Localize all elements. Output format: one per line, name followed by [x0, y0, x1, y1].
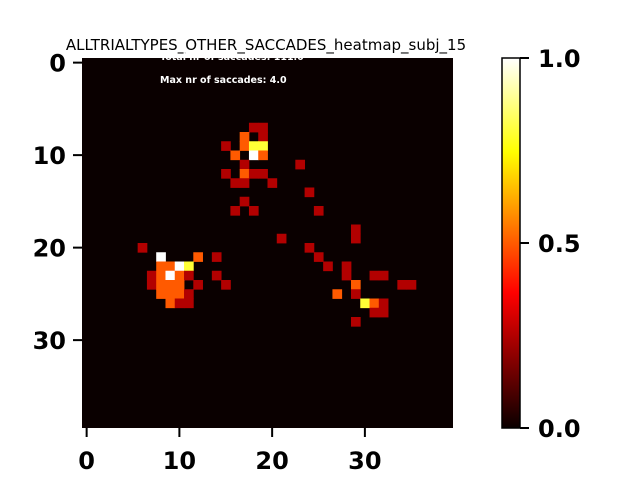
heatmap-cell	[406, 280, 417, 290]
heatmap-cell	[313, 252, 324, 262]
heatmap-cell	[174, 289, 185, 299]
heatmap-cell	[267, 178, 278, 188]
heatmap-cell	[239, 141, 250, 151]
heatmap-cell	[258, 150, 268, 161]
colorbar-tick-label: 0.5	[538, 230, 581, 258]
heatmap-cell	[341, 270, 352, 281]
heatmap-cell	[332, 289, 343, 299]
heatmap-cell	[174, 298, 185, 309]
heatmap-cell	[221, 169, 231, 179]
heatmap-cell	[230, 150, 241, 161]
heatmap-cell	[350, 289, 361, 299]
heatmap-cell	[248, 141, 259, 151]
colorbar-tick-label: 0.0	[538, 415, 581, 443]
x-axis: 0 10 20 30	[78, 428, 382, 475]
heatmap-cell	[369, 270, 380, 281]
annotation-max-saccades: Max nr of saccades: 4.0	[160, 75, 287, 86]
heatmap-cell	[239, 132, 250, 142]
heatmap-cell	[221, 280, 231, 290]
heatmap-cell	[156, 289, 166, 299]
heatmap-cell	[350, 280, 361, 290]
heatmap-cell	[165, 270, 176, 281]
heatmap-cell	[239, 178, 250, 188]
annotation-total-saccades: Total nr of saccades: 111.0	[160, 52, 304, 63]
heatmap-cell	[248, 122, 259, 133]
heatmap-cell	[146, 280, 157, 290]
y-tick-label: 20	[33, 235, 66, 263]
colorbar-tick-label: 1.0	[538, 45, 581, 73]
heatmap-cell	[230, 178, 241, 188]
colorbar-gradient	[501, 57, 521, 429]
chart-title: ALLTRIALTYPES_OTHER_SACCADES_heatmap_sub…	[66, 36, 466, 55]
heatmap-cell	[369, 307, 380, 318]
colorbar: 0.0 0.5 1.0	[501, 45, 581, 443]
heatmap-cell	[248, 169, 259, 179]
heatmap-cell	[221, 141, 231, 151]
heatmap-cell	[165, 261, 176, 272]
heatmap-cell	[323, 261, 333, 272]
heatmap-cell	[350, 224, 361, 235]
heatmap-cell	[295, 159, 306, 170]
y-tick-label: 30	[33, 327, 66, 355]
heatmap-cell	[184, 289, 194, 299]
heatmap-cell	[350, 233, 361, 244]
heatmap-cell	[360, 298, 370, 309]
heatmap-cells	[137, 122, 417, 327]
heatmap-cell	[350, 317, 361, 327]
heatmap-cell	[258, 169, 268, 179]
heatmap-cell	[304, 187, 315, 198]
heatmap-cell	[258, 132, 268, 142]
heatmap-plot-area	[82, 58, 453, 428]
heatmap-cell	[258, 122, 268, 133]
y-axis: 0 10 20 30	[33, 50, 82, 355]
heatmap-cell	[137, 243, 148, 253]
heatmap-cell	[397, 280, 408, 290]
heatmap-cell	[165, 298, 176, 309]
x-tick-label: 0	[78, 447, 95, 475]
heatmap-cell	[248, 150, 259, 161]
heatmap-cell	[184, 261, 194, 272]
heatmap-cell	[193, 252, 203, 262]
heatmap-cell	[146, 270, 157, 281]
heatmap-cell	[156, 261, 166, 272]
heatmap-cell	[165, 289, 176, 299]
heatmap-cell	[156, 280, 166, 290]
heatmap-cell	[165, 280, 176, 290]
heatmap-cell	[174, 270, 185, 281]
heatmap-cell	[230, 206, 241, 216]
y-tick-label: 0	[49, 50, 66, 78]
heatmap-cell	[239, 169, 250, 179]
heatmap-cell	[211, 270, 222, 281]
colorbar-ticks: 0.0 0.5 1.0	[520, 45, 581, 443]
heatmap-cell	[239, 196, 250, 207]
heatmap-cell	[156, 252, 166, 262]
heatmap-cell	[174, 280, 185, 290]
heatmap-cell	[174, 261, 185, 272]
heatmap-cell	[276, 233, 287, 244]
heatmap-cell	[304, 243, 315, 253]
heatmap-cell	[193, 280, 203, 290]
heatmap-cell	[211, 252, 222, 262]
x-tick-label: 30	[348, 447, 381, 475]
heatmap-cell	[313, 206, 324, 216]
heatmap-cell	[378, 307, 389, 318]
x-tick-label: 20	[255, 447, 288, 475]
x-tick-label: 10	[163, 447, 196, 475]
heatmap-cell	[369, 298, 380, 309]
heatmap-cell	[378, 270, 389, 281]
heatmap-cell	[341, 261, 352, 272]
y-tick-label: 10	[33, 142, 66, 170]
heatmap-cell	[156, 270, 166, 281]
heatmap-cell	[239, 159, 250, 170]
heatmap-cell	[258, 141, 268, 151]
heatmap-cell	[184, 270, 194, 281]
heatmap-cell	[378, 298, 389, 309]
heatmap-cell	[248, 206, 259, 216]
heatmap-cell	[184, 298, 194, 309]
